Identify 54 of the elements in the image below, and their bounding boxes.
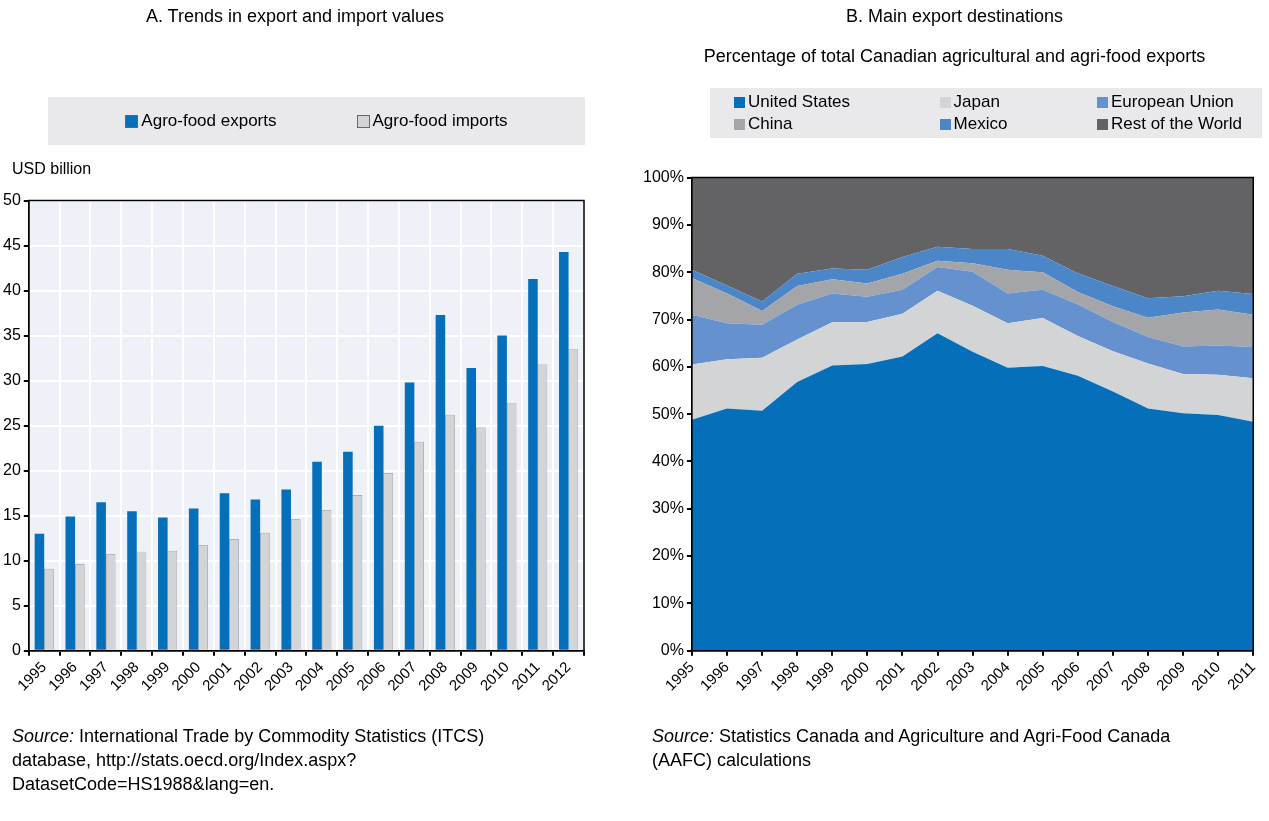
y-tick-label: 30 [3, 371, 21, 389]
bar [127, 511, 137, 650]
y-tick-label: 40% [651, 451, 684, 469]
bar [528, 278, 538, 650]
bar [96, 502, 106, 650]
source-note: Source: Statistics Canada and Agriculture and Agri-Food Canada (AAFC) calculations [652, 725, 1172, 772]
bar [312, 461, 322, 650]
legend-label: China [748, 114, 793, 134]
bar [435, 314, 446, 650]
y-tick-label: 15 [3, 506, 21, 524]
y-tick-label: 60% [651, 357, 684, 375]
y-tick-label: 0% [660, 641, 684, 659]
y-tick-label: 5 [11, 596, 21, 614]
bar [34, 533, 45, 650]
y-tick-label: 35 [3, 326, 21, 344]
legend-label: Japan [953, 92, 1000, 112]
bar [281, 489, 291, 650]
y-tick-label: 0 [11, 641, 21, 659]
y-tick-label: 100% [643, 168, 684, 186]
chart-title: B. Main export destinations [844, 6, 1065, 27]
y-tick-label: 90% [651, 215, 684, 233]
y-tick-label: 80% [651, 262, 684, 280]
y-tick-label: 20 [3, 461, 21, 479]
y-tick-label: 45 [3, 236, 21, 254]
bar [188, 508, 199, 650]
y-axis-title: USD billion [12, 160, 92, 178]
y-tick-label: 10 [3, 551, 21, 569]
bar [559, 251, 569, 650]
bar [219, 493, 230, 650]
legend-label: United States [748, 92, 851, 112]
bar [158, 517, 168, 650]
source-note: Source: International Trade by Commodity Statistics (ITCS) database, http://stats.oecd.org/Index.aspx?DatasetCode=HS1988&lang=en. [12, 725, 486, 796]
y-tick-label: 70% [651, 309, 684, 327]
y-tick-label: 10% [651, 593, 684, 611]
legend-label: European Union [1110, 92, 1234, 112]
bar [404, 382, 415, 650]
bar [250, 499, 261, 650]
legend-label: Mexico [953, 114, 1008, 134]
y-tick-label: 50 [3, 191, 21, 209]
chart-title: A. Trends in export and import values [144, 6, 446, 27]
legend-label: Agro-food exports [141, 111, 277, 131]
y-tick-label: 25 [3, 416, 21, 434]
y-tick-label: 30% [651, 499, 684, 517]
bar [497, 335, 507, 650]
bar [466, 368, 477, 650]
y-tick-label: 20% [651, 546, 684, 564]
chart-subtitle: Percentage of total Canadian agricultural and agri-food exports [702, 46, 1207, 67]
legend-label: Agro-food imports [372, 111, 508, 131]
y-tick-label: 40 [3, 281, 21, 299]
bar [343, 451, 353, 650]
legend-label: Rest of the World [1110, 114, 1242, 134]
bar [373, 425, 384, 650]
bar [65, 516, 76, 650]
y-tick-label: 50% [651, 404, 684, 422]
